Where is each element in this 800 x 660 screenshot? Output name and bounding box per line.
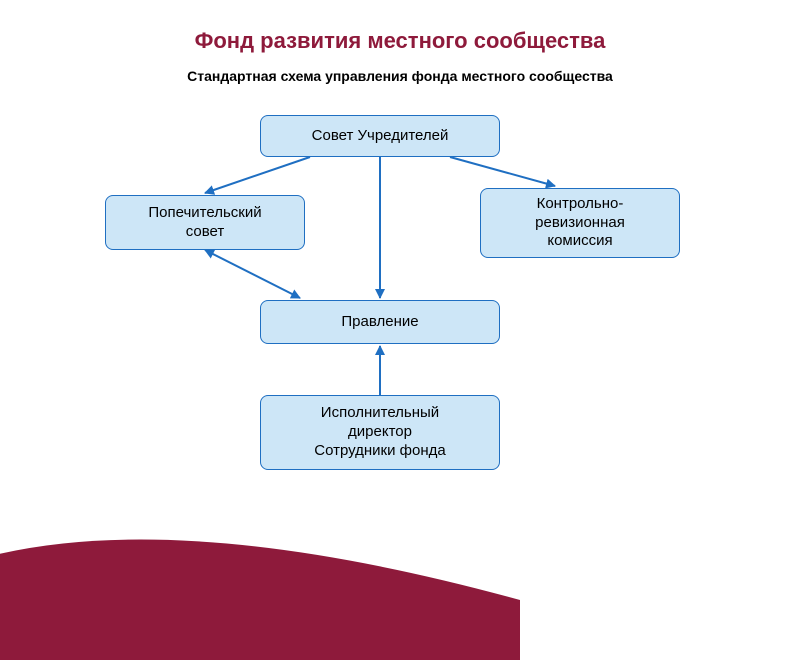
edge-founders-trustees [205,157,310,193]
edge-trustees-board [205,250,300,298]
node-exec: ИсполнительныйдиректорСотрудники фонда [260,395,500,470]
node-founders: Совет Учредителей [260,115,500,157]
node-board: Правление [260,300,500,344]
page-title: Фонд развития местного сообщества [0,28,800,54]
page-subtitle: Стандартная схема управления фонда местн… [0,68,800,84]
decorative-swoosh [0,460,520,660]
node-trustees: Попечительскийсовет [105,195,305,250]
edge-founders-audit [450,157,555,186]
node-audit: Контрольно-ревизионнаякомиссия [480,188,680,258]
